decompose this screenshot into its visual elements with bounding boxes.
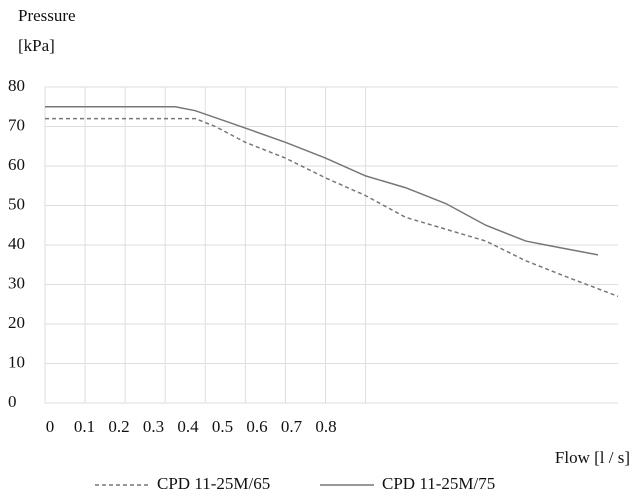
y-axis-label: [kPa] — [18, 36, 55, 55]
x-tick-label: 0.5 — [212, 417, 233, 436]
x-tick-label: 0 — [46, 417, 55, 436]
line — [45, 117, 619, 298]
y-tick-label: 40 — [8, 234, 25, 253]
x-tick-label: 0.7 — [281, 417, 303, 436]
y-tick-label: 80 — [8, 76, 25, 95]
y-tick-label: 60 — [8, 155, 25, 174]
x-tick-label: 0.6 — [246, 417, 267, 436]
y-tick-label: 0 — [8, 392, 17, 411]
line — [45, 106, 599, 256]
y-tick-label: 10 — [8, 352, 25, 371]
y-tick-label: 30 — [8, 273, 25, 292]
legend-label: CPD 11-25M/65 — [157, 474, 270, 493]
y-tick-label: 20 — [8, 313, 25, 332]
x-tick-label: 0.1 — [74, 417, 95, 436]
legend-label: CPD 11-25M/75 — [382, 474, 495, 493]
x-tick-label: 0.4 — [177, 417, 199, 436]
y-tick-label: 70 — [8, 115, 25, 134]
x-axis-label: Flow [l / s] — [555, 448, 630, 467]
y-tick-label: 50 — [8, 194, 25, 213]
x-tick-label: 0.2 — [108, 417, 129, 436]
x-tick-label: 0.3 — [143, 417, 164, 436]
y-axis-label: Pressure — [18, 6, 76, 25]
x-tick-label: 0.8 — [315, 417, 336, 436]
